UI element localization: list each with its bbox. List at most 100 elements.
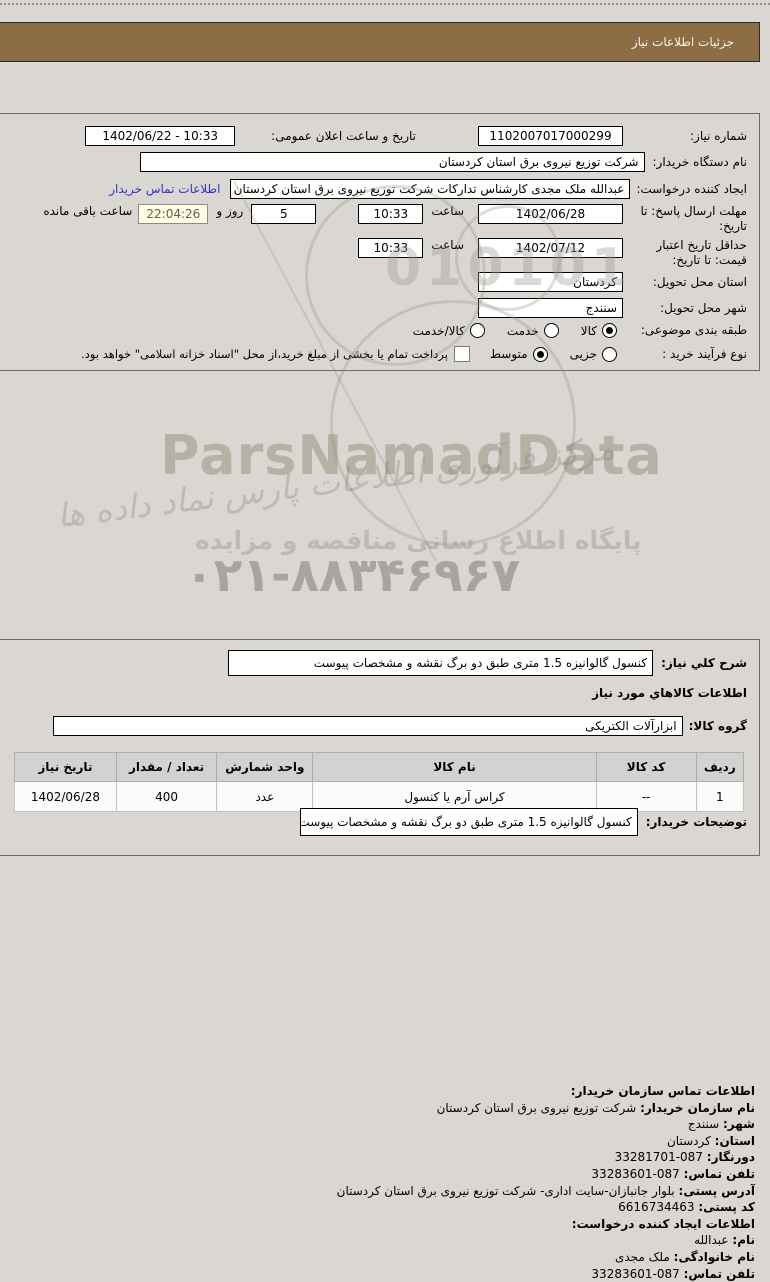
items-table-header-row: ردیف کد کالا نام کالا واحد شمارش تعداد /… bbox=[14, 752, 745, 782]
creator-phone-value: 33283601-087 bbox=[591, 1266, 680, 1281]
need-description-row: شرح کلي نیاز: کنسول گالوانیزه 1.5 متری ط… bbox=[3, 650, 747, 676]
days-unit-label: روز و bbox=[216, 204, 244, 218]
last-name-label: نام خانوادگی: bbox=[673, 1249, 755, 1264]
buyer-org-field[interactable]: شرکت توزیع نیروی برق استان کردستان bbox=[139, 152, 645, 172]
deadline-time-value: 10:33 bbox=[373, 207, 409, 221]
countdown-value: 22:04:26 bbox=[146, 207, 201, 221]
announce-datetime-value: 1402/06/22 - 10:33 bbox=[102, 129, 219, 143]
price-validity-label: حداقل تاریخ اعتبار قیمت: تا تاریخ: bbox=[656, 238, 747, 267]
radio-service[interactable] bbox=[543, 323, 559, 338]
treasury-docs-label: پرداخت تمام یا بخشی از مبلغ خرید،از محل … bbox=[81, 347, 448, 361]
cell-row-number: 1 bbox=[695, 781, 745, 812]
buyer-org-row: نام دستگاه خریدار: شرکت توزیع نیروی برق … bbox=[3, 152, 747, 172]
delivery-province-field[interactable]: کردستان bbox=[478, 272, 623, 292]
purchase-type-row: نوع فرآیند خرید : جزیی متوسط پرداخت تمام… bbox=[3, 346, 747, 362]
radio-medium-label: متوسط bbox=[489, 347, 528, 361]
first-name-value: عبدالله bbox=[694, 1233, 729, 1248]
response-deadline-row: مهلت ارسال پاسخ: تا تاریخ: 1402/06/28 سا… bbox=[3, 204, 747, 234]
need-details-page: جزئیات اطلاعات نیاز شماره نیاز: 11020070… bbox=[0, 0, 770, 845]
cell-quantity: 400 bbox=[115, 781, 218, 812]
validity-hour-label: ساعت bbox=[431, 238, 464, 252]
col-unit: واحد شمارش bbox=[216, 752, 314, 782]
col-quantity: تعداد / مقدار bbox=[115, 752, 218, 782]
need-number-row: شماره نیاز: 1102007017000299 تاریخ و ساع… bbox=[3, 126, 747, 146]
col-item-code: کد کالا bbox=[595, 752, 697, 782]
announce-datetime-field[interactable]: 1402/06/22 - 10:33 bbox=[85, 126, 236, 146]
response-deadline-label: مهلت ارسال پاسخ: تا تاریخ: bbox=[640, 204, 747, 233]
goods-group-label: گروه کالا: bbox=[688, 719, 747, 733]
buyer-org-value: شرکت توزیع نیروی برق استان کردستان bbox=[438, 155, 639, 169]
col-need-date: تاریخ نیاز bbox=[14, 752, 117, 782]
contact-field-address: آدرس پستی: بلوار جانبازان-سایت اداری- شر… bbox=[0, 1183, 755, 1200]
creator-field-lastname: نام خانوادگی: ملک مجدی bbox=[0, 1249, 755, 1266]
validity-time-value: 10:33 bbox=[373, 241, 409, 255]
buyer-notes-label: توضیحات خریدار: bbox=[645, 815, 747, 829]
delivery-province-row: استان محل تحویل: کردستان bbox=[3, 272, 747, 292]
request-creator-row: ایجاد کننده درخواست: عبدالله ملک مجدی کا… bbox=[3, 179, 747, 199]
deadline-date-field[interactable]: 1402/06/28 bbox=[478, 204, 623, 224]
goods-group-field[interactable]: ابزارآلات الکتریکی bbox=[52, 716, 683, 736]
delivery-province-label: استان محل تحویل: bbox=[652, 274, 747, 289]
first-name-label: نام: bbox=[732, 1233, 755, 1248]
province-value: کردستان bbox=[666, 1133, 711, 1148]
items-heading-row: اطلاعات کالاهاي مورد نیاز bbox=[3, 686, 747, 700]
col-row-number: ردیف bbox=[695, 752, 745, 782]
watermark-phone-number: ۰۲۱-۸۸۳۴۶۹۶۷ bbox=[185, 548, 521, 603]
contact-field-city: شهر: سنندج bbox=[0, 1116, 755, 1133]
contact-field-fax: دورنگار: 33281701-087 bbox=[0, 1149, 755, 1166]
need-info-panel: شماره نیاز: 1102007017000299 تاریخ و ساع… bbox=[0, 113, 760, 371]
watermark-brand-text: ParsNamadData bbox=[160, 424, 663, 487]
subject-classification-label: طبقه بندی موضوعی: bbox=[640, 323, 747, 337]
contact-heading: اطلاعات تماس سازمان خریدار: bbox=[570, 1084, 755, 1098]
page-title-bar: جزئیات اطلاعات نیاز bbox=[0, 22, 760, 62]
city-label: شهر: bbox=[723, 1117, 755, 1132]
need-number-field[interactable]: 1102007017000299 bbox=[478, 126, 623, 146]
radio-goods-service[interactable] bbox=[469, 323, 485, 338]
page-title: جزئیات اطلاعات نیاز bbox=[631, 35, 734, 49]
delivery-city-label: شهر محل تحویل: bbox=[660, 300, 747, 315]
org-name-label: نام سازمان خریدار: bbox=[640, 1100, 755, 1115]
address-label: آدرس پستی: bbox=[678, 1183, 755, 1198]
top-dotted-divider bbox=[0, 3, 770, 5]
items-heading: اطلاعات کالاهاي مورد نیاز bbox=[592, 686, 747, 700]
price-validity-row: حداقل تاریخ اعتبار قیمت: تا تاریخ: 1402/… bbox=[3, 238, 747, 268]
countdown-suffix-label: ساعت باقی مانده bbox=[43, 204, 133, 218]
need-description-field[interactable]: کنسول گالوانیزه 1.5 متری طبق دو برگ نقشه… bbox=[228, 650, 654, 676]
deadline-date-value: 1402/06/28 bbox=[515, 207, 586, 221]
col-item-name: نام کالا bbox=[312, 752, 597, 782]
org-name-value: شرکت توزیع نیروی برق استان کردستان bbox=[436, 1100, 637, 1115]
phone-label: تلفن تماس: bbox=[683, 1166, 755, 1181]
creator-heading: اطلاعات ایجاد کننده درخواست: bbox=[571, 1216, 755, 1231]
last-name-value: ملک مجدی bbox=[614, 1249, 670, 1264]
postal-code-label: کد پستی: bbox=[698, 1200, 755, 1215]
cell-item-name: کراس آرم یا کنسول bbox=[312, 781, 597, 812]
radio-goods[interactable] bbox=[602, 323, 617, 338]
deadline-time-field[interactable]: 10:33 bbox=[358, 204, 424, 224]
buyer-contact-link[interactable]: اطلاعات تماس خریدار bbox=[109, 182, 221, 196]
buyer-org-label: نام دستگاه خریدار: bbox=[652, 155, 748, 169]
fax-label: دورنگار: bbox=[706, 1150, 755, 1165]
buyer-notes-value: کنسول گالوانیزه 1.5 متری طبق دو برگ نقشه… bbox=[299, 815, 632, 829]
days-left-field[interactable]: 5 bbox=[251, 204, 317, 224]
phone-value: 33283601-087 bbox=[591, 1166, 680, 1181]
buyer-notes-row: توضیحات خریدار: کنسول گالوانیزه 1.5 متری… bbox=[3, 808, 747, 836]
watermark-persian-line1: مرکز فرآوری اطلاعات پارس نماد داده ها bbox=[54, 427, 617, 536]
buyer-notes-field[interactable]: کنسول گالوانیزه 1.5 متری طبق دو برگ نقشه… bbox=[299, 808, 638, 836]
fax-value: 33281701-087 bbox=[614, 1150, 703, 1165]
request-creator-field[interactable]: عبدالله ملک مجدی کارشناس تدارکات شرکت تو… bbox=[230, 179, 631, 199]
delivery-city-field[interactable]: سنندج bbox=[478, 298, 623, 318]
radio-medium[interactable] bbox=[532, 346, 548, 362]
radio-partial[interactable] bbox=[602, 346, 617, 362]
need-number-label: شماره نیاز: bbox=[690, 128, 747, 143]
contact-field-org: نام سازمان خریدار: شرکت توزیع نیروی برق … bbox=[0, 1100, 755, 1117]
contact-field-postal: کد پستی: 6616734463 bbox=[0, 1199, 755, 1216]
validity-date-field[interactable]: 1402/07/12 bbox=[478, 238, 623, 258]
contact-field-province: استان: کردستان bbox=[0, 1133, 755, 1150]
request-creator-value: عبدالله ملک مجدی کارشناس تدارکات شرکت تو… bbox=[233, 182, 625, 196]
treasury-docs-checkbox[interactable] bbox=[453, 346, 470, 362]
buyer-contact-block: اطلاعات تماس سازمان خریدار: نام سازمان خ… bbox=[0, 1083, 755, 1282]
need-description-value: کنسول گالوانیزه 1.5 متری طبق دو برگ نقشه… bbox=[313, 656, 648, 670]
city-value: سنندج bbox=[687, 1117, 720, 1132]
validity-time-field[interactable]: 10:33 bbox=[358, 238, 424, 258]
radio-goods-label: کالا bbox=[580, 323, 597, 338]
